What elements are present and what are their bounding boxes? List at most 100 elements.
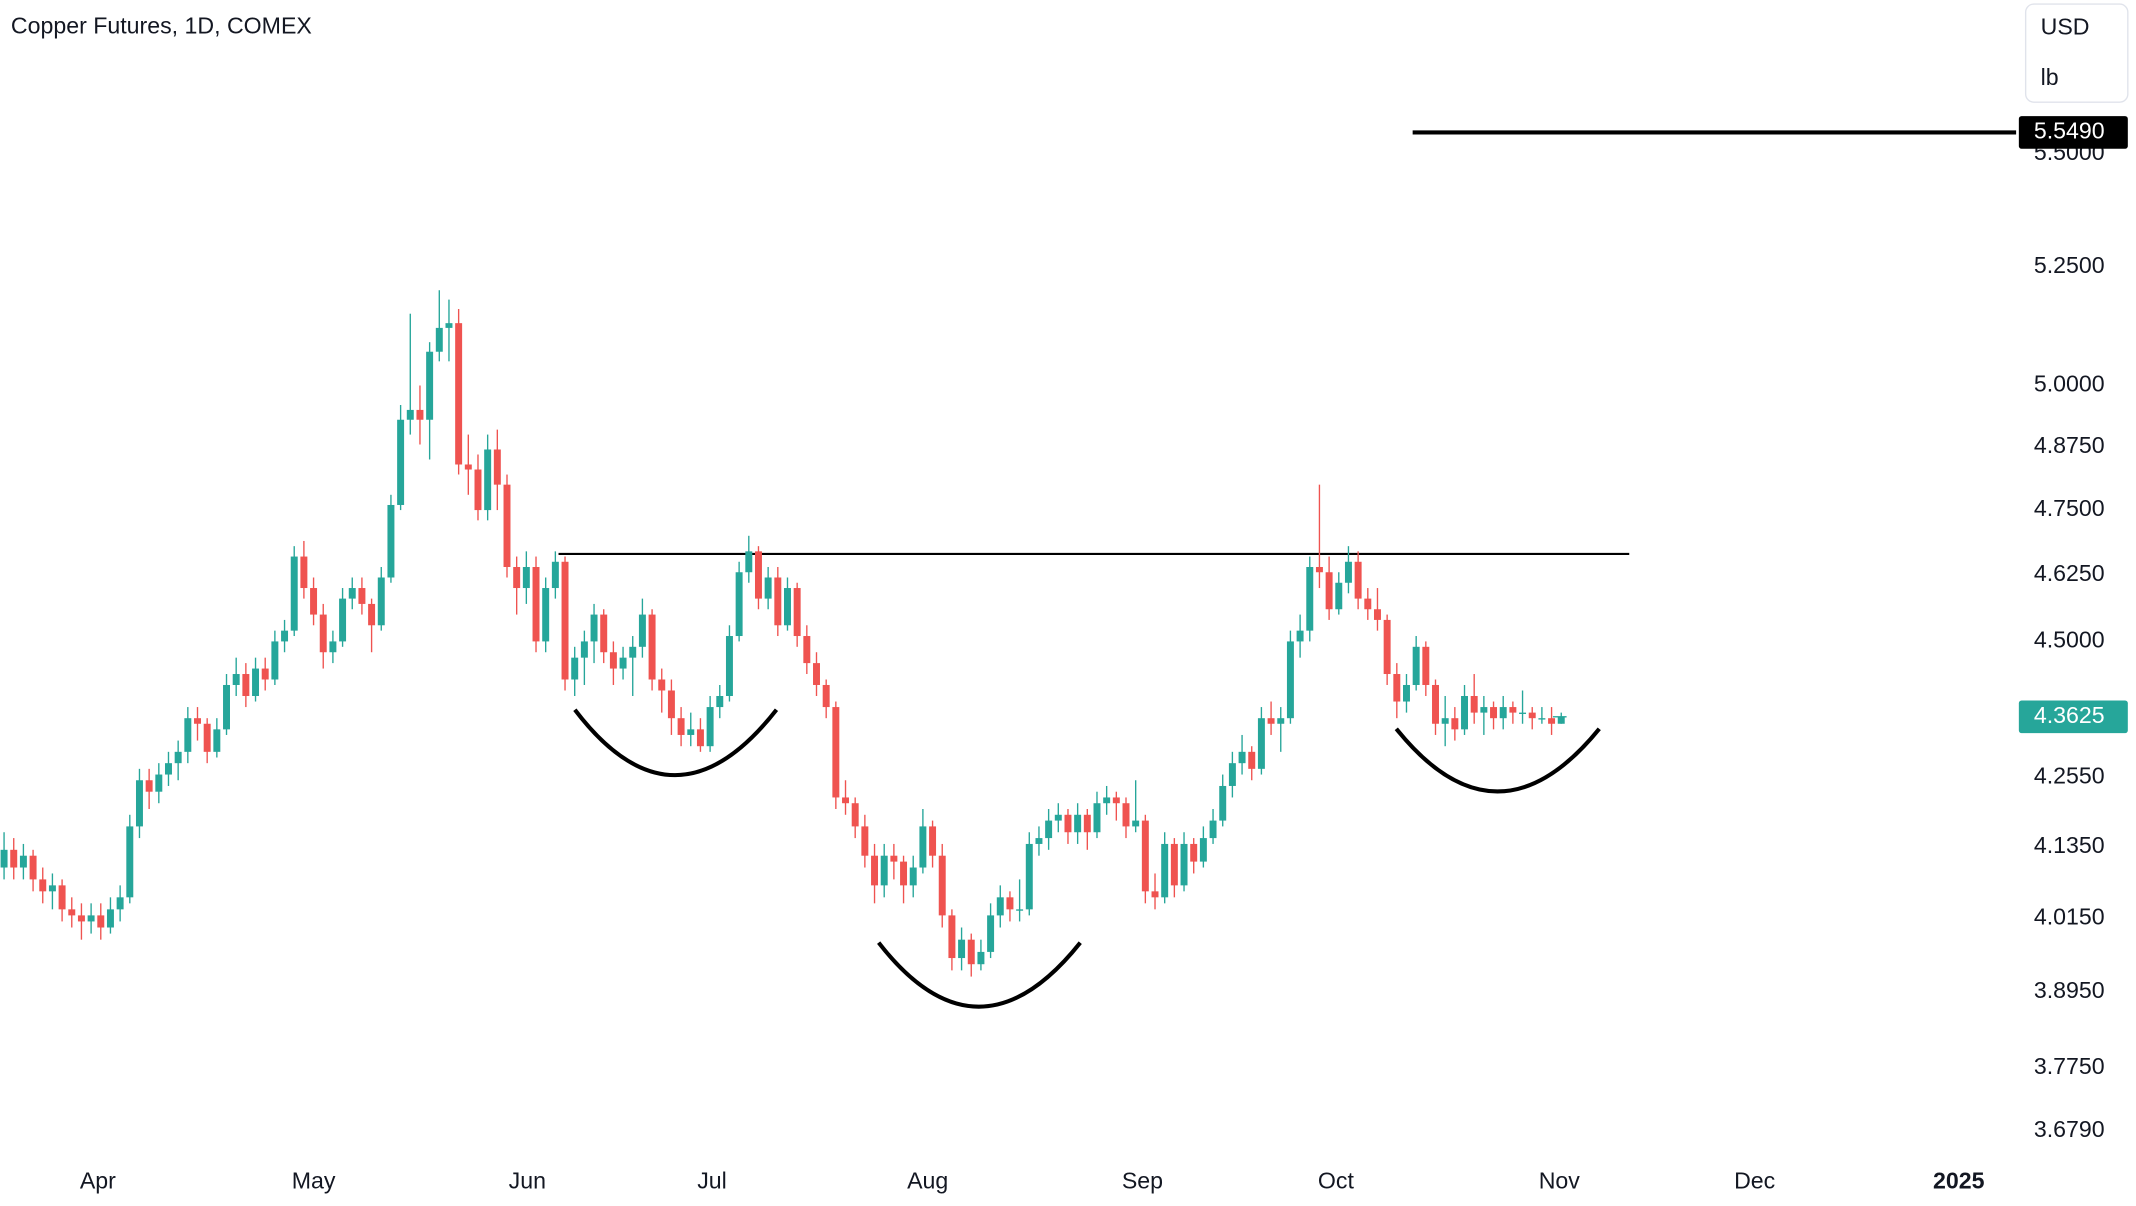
candle-body [1538,718,1546,720]
candle-body [580,641,588,658]
candle-body [1412,646,1420,685]
candle-body [1267,718,1275,724]
candle-body [58,885,66,910]
candle-body [174,751,182,764]
candle-body [842,797,849,804]
candle-body [223,684,230,730]
candle-body [725,636,733,696]
candle-body [1103,797,1111,804]
candle-body [1035,838,1043,844]
candle-body [1383,619,1391,675]
candle-body [1257,718,1265,769]
candle-body [1170,843,1178,886]
candle-body [1112,797,1120,804]
candle-body [126,826,134,898]
candle-body [609,652,617,669]
candle-body [1219,785,1227,821]
candle-body [339,598,347,642]
x-tick-label: Dec [1734,1168,1775,1194]
candle-body [1354,561,1362,599]
y-tick-label: 5.0000 [2034,371,2105,397]
candle-body [1403,684,1410,702]
x-tick-label: Nov [1539,1168,1581,1194]
candle-body [551,561,559,589]
candle-body [677,718,685,735]
candle-body [387,504,395,578]
candle-body [116,897,124,910]
candle-body [184,718,192,752]
candle-body [0,849,8,868]
candle-body [1238,751,1246,764]
candle-body [522,566,530,589]
candle-body [455,323,463,465]
last-price-label: 4.3625 [2034,702,2105,728]
candle-body [561,561,569,680]
pattern-arc [573,708,779,777]
candle-body [348,588,356,599]
y-tick-label: 4.1350 [2034,832,2105,858]
unit-box[interactable] [2024,3,2129,103]
y-tick-label: 4.2550 [2034,763,2105,789]
candle-body [696,729,704,747]
candle-body [784,588,791,626]
y-tick-label: 4.8750 [2034,432,2105,458]
y-tick-label: 4.0150 [2034,904,2105,930]
candle-body [948,915,956,959]
candle-body [735,572,743,637]
candle-body [774,577,782,626]
x-tick-label: Jun [509,1168,546,1194]
pattern-arc [877,941,1082,1009]
candle-body [542,588,550,642]
candle-body [1093,803,1101,833]
candle-body [1122,803,1130,827]
candle-body [329,641,337,653]
candle-body [464,464,472,470]
candle-body [687,729,695,735]
candle-body [194,718,201,724]
candle-body [426,351,434,420]
candle-body [1441,718,1449,724]
candle-body [977,951,985,965]
candle-body [165,763,172,775]
x-tick-label: Jul [697,1168,727,1194]
candle-body [1306,566,1314,631]
candle-body [1074,814,1082,833]
candle-body [1490,707,1498,719]
candle-body [1141,820,1149,892]
candle-body [368,603,376,626]
candle-body [1373,609,1381,620]
y-tick-label: 3.7750 [2034,1053,2105,1079]
candle-body [1364,598,1372,610]
candle-body [87,915,95,922]
candle-body [1528,712,1536,719]
candle-body [493,449,501,485]
x-tick-label: Aug [907,1168,948,1194]
candle-body [1209,820,1217,839]
y-tick-label: 4.6250 [2034,560,2105,586]
candle-body [1393,674,1401,702]
candle-body [1315,566,1323,573]
currency-label: USD [2041,14,2090,40]
candle-body [1228,763,1236,786]
candle-body [474,469,482,511]
candle-body [648,614,656,680]
chart-title: Copper Futures, 1D, COMEX [11,12,312,38]
candle-body [996,897,1004,916]
candle-body [1045,820,1053,839]
candle-body [145,780,153,792]
candle-body [1470,695,1478,713]
candle-body [532,566,540,642]
unit-label: lb [2041,64,2059,90]
candle-body [397,419,405,505]
y-tick-label: 3.8950 [2034,977,2105,1003]
candle-body [1296,630,1304,642]
candle-body [319,614,327,653]
candle-body [861,826,869,856]
candle-body [822,684,830,708]
candle-body [1451,718,1459,730]
candle-body [793,588,801,637]
last-price-tag [2018,700,2128,734]
x-tick-label: Apr [80,1168,116,1194]
